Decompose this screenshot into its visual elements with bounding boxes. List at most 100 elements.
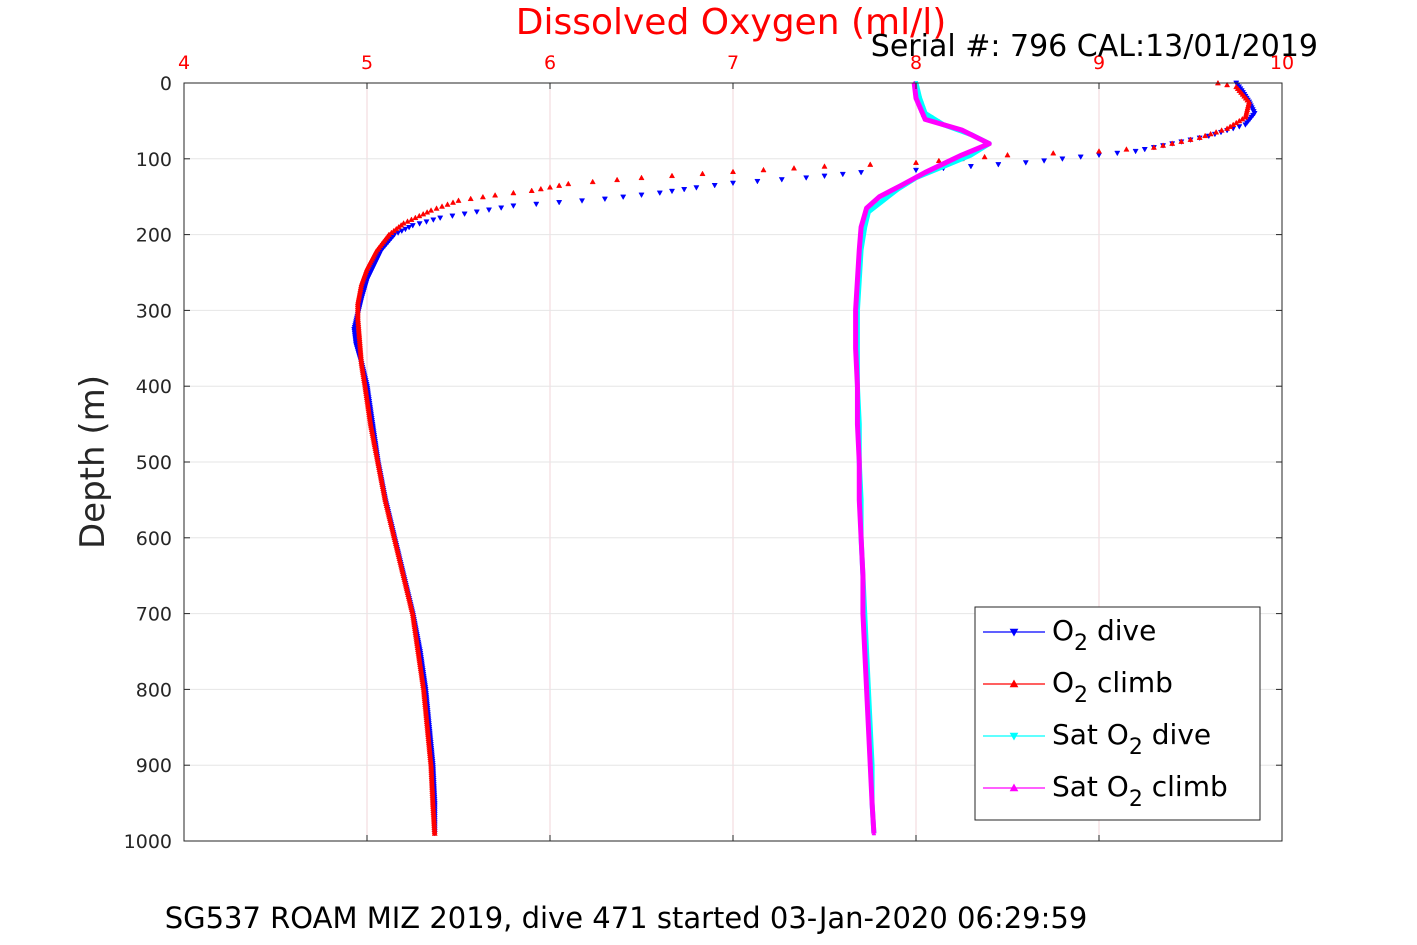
data-point bbox=[862, 644, 867, 649]
data-point bbox=[981, 153, 988, 160]
data-point bbox=[917, 104, 923, 109]
data-point bbox=[821, 173, 828, 180]
data-point bbox=[473, 209, 480, 215]
data-point bbox=[855, 440, 861, 445]
legend-label-base: Sat O bbox=[1052, 770, 1129, 803]
data-point bbox=[876, 194, 882, 199]
data-point bbox=[986, 141, 992, 146]
data-point bbox=[868, 767, 873, 772]
data-point bbox=[857, 238, 863, 243]
data-point bbox=[416, 212, 423, 219]
data-point bbox=[856, 459, 862, 464]
data-point bbox=[729, 180, 737, 187]
y-tick-label: 700 bbox=[136, 604, 172, 626]
legend-label-sub: 2 bbox=[1129, 735, 1143, 760]
series-sat-o2-climb bbox=[853, 80, 992, 836]
data-point bbox=[1059, 156, 1066, 162]
data-point bbox=[858, 229, 864, 234]
data-point bbox=[565, 180, 572, 187]
data-point bbox=[428, 207, 435, 213]
data-point bbox=[858, 525, 864, 531]
data-point bbox=[868, 776, 874, 782]
data-point bbox=[853, 359, 859, 365]
x-tick-label: 9 bbox=[1093, 52, 1105, 74]
data-point bbox=[853, 294, 859, 300]
data-point bbox=[729, 168, 737, 175]
data-point bbox=[855, 388, 860, 393]
serial-label: Serial #: 796 CAL:13/01/2019 bbox=[871, 29, 1318, 64]
data-point bbox=[869, 791, 875, 796]
legend-label-base: O bbox=[1052, 666, 1074, 699]
data-point bbox=[870, 813, 876, 818]
data-point bbox=[855, 397, 860, 403]
data-point bbox=[968, 148, 974, 154]
data-point bbox=[864, 686, 870, 692]
data-point bbox=[860, 596, 866, 602]
data-point bbox=[1242, 122, 1249, 128]
data-point bbox=[638, 192, 645, 199]
data-point bbox=[856, 255, 862, 261]
data-point bbox=[860, 568, 866, 573]
data-point bbox=[868, 772, 874, 777]
data-point bbox=[856, 473, 862, 479]
data-point bbox=[668, 172, 676, 179]
data-point bbox=[444, 201, 451, 207]
data-point bbox=[449, 199, 457, 205]
data-point bbox=[855, 426, 861, 431]
data-point bbox=[1041, 158, 1048, 164]
data-point bbox=[860, 577, 866, 583]
data-point bbox=[839, 171, 846, 178]
data-point bbox=[860, 563, 865, 569]
data-point bbox=[857, 506, 863, 512]
data-point bbox=[778, 177, 785, 183]
data-point bbox=[865, 720, 871, 725]
data-point bbox=[510, 203, 517, 209]
data-point bbox=[854, 290, 860, 295]
data-point bbox=[866, 734, 872, 739]
y-tick-label: 1000 bbox=[124, 831, 172, 853]
data-point bbox=[1077, 154, 1084, 161]
data-point bbox=[853, 303, 859, 308]
data-point bbox=[913, 95, 919, 101]
data-point bbox=[967, 164, 974, 170]
data-point bbox=[528, 187, 535, 193]
data-point bbox=[498, 205, 505, 211]
legend-box bbox=[974, 606, 1261, 821]
data-point bbox=[867, 748, 872, 753]
data-point bbox=[856, 468, 862, 474]
data-point bbox=[556, 182, 563, 188]
data-point bbox=[400, 220, 407, 226]
data-point bbox=[860, 592, 866, 597]
data-point bbox=[959, 127, 965, 132]
data-point bbox=[863, 672, 869, 678]
data-point bbox=[860, 573, 866, 578]
data-point bbox=[866, 738, 872, 744]
legend-label-sub: 2 bbox=[1074, 683, 1088, 708]
data-point bbox=[856, 483, 862, 488]
data-point bbox=[855, 416, 860, 422]
data-point bbox=[862, 210, 868, 215]
data-point bbox=[821, 163, 828, 169]
data-point bbox=[803, 175, 810, 181]
data-point bbox=[790, 165, 798, 171]
data-point bbox=[853, 350, 859, 355]
data-point bbox=[546, 184, 554, 190]
data-point bbox=[861, 215, 867, 220]
data-point bbox=[868, 201, 874, 207]
data-point bbox=[859, 558, 865, 564]
data-point bbox=[869, 800, 875, 805]
data-point bbox=[589, 178, 596, 185]
data-point bbox=[875, 202, 881, 207]
data-point bbox=[872, 197, 878, 203]
data-point bbox=[869, 804, 875, 810]
data-point bbox=[854, 369, 860, 374]
data-point bbox=[1132, 148, 1139, 155]
data-point bbox=[857, 516, 863, 521]
footer-caption: SG537 ROAM MIZ 2019, dive 471 started 03… bbox=[165, 901, 1088, 935]
data-point bbox=[485, 207, 493, 213]
legend-marker bbox=[1009, 732, 1019, 741]
data-point bbox=[912, 159, 920, 165]
data-point bbox=[867, 757, 873, 763]
data-point bbox=[861, 625, 867, 630]
data-point bbox=[870, 822, 876, 827]
